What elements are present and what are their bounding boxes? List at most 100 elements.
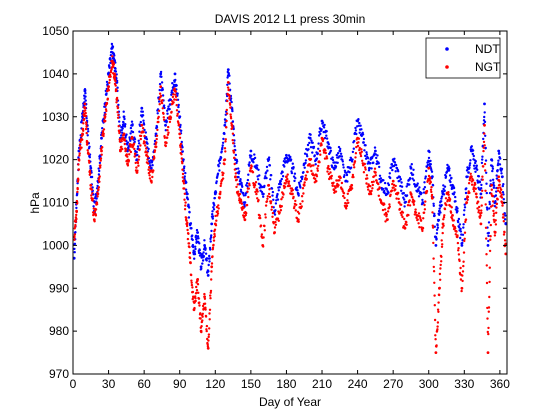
trace-point-ngt (300, 195, 304, 198)
trace-point-ndt (429, 163, 432, 166)
trace-point-ngt (450, 206, 453, 209)
trace-point-ngt (142, 130, 145, 134)
trace-point-ngt (208, 308, 212, 311)
data-point-ndt (89, 166, 93, 170)
trace-point-ngt (287, 182, 290, 185)
trace-point-ngt (410, 193, 413, 197)
trace-point-ngt (413, 213, 416, 216)
trace-point-ndt (113, 59, 116, 62)
trace-point-ngt (192, 296, 195, 299)
trace-point-ndt (483, 115, 486, 119)
trace-point-ndt (226, 83, 229, 87)
trace-point-ngt (292, 195, 295, 199)
trace-point-ndt (502, 183, 505, 186)
trace-point-ngt (102, 134, 105, 138)
trace-point-ndt (114, 67, 117, 70)
trace-point-ngt (183, 198, 186, 201)
trace-point-ngt (502, 213, 505, 216)
trace-point-ngt (500, 196, 504, 199)
trace-point-ngt (483, 162, 487, 166)
data-point-ngt (479, 222, 483, 226)
trace-point-ngt (439, 263, 442, 267)
trace-point-ngt (417, 212, 421, 215)
trace-point-ndt (160, 75, 163, 79)
trace-point-ndt (212, 208, 216, 211)
trace-point-ndt (342, 166, 345, 169)
trace-point-ngt (448, 198, 452, 201)
trace-point-ndt (464, 191, 468, 195)
trace-point-ngt (197, 297, 201, 300)
trace-point-ndt (502, 193, 505, 196)
trace-point-ndt (149, 164, 152, 167)
trace-point-ngt (233, 156, 236, 160)
trace-point-ngt (228, 95, 231, 98)
trace-point-ndt (90, 175, 94, 179)
trace-point-ndt (367, 160, 370, 163)
trace-point-ngt (151, 175, 154, 179)
trace-point-ngt (480, 211, 483, 215)
trace-point-ngt (99, 166, 102, 169)
trace-point-ngt (440, 245, 444, 248)
trace-point-ndt (364, 144, 367, 147)
trace-point-ngt (180, 157, 183, 160)
trace-point-ngt (133, 155, 136, 158)
trace-point-ndt (144, 131, 147, 134)
trace-point-ngt (444, 197, 448, 200)
trace-point-ndt (432, 202, 435, 205)
trace-point-ngt (108, 81, 111, 85)
trace-point-ndt (462, 213, 466, 216)
trace-point-ngt (329, 171, 332, 174)
trace-point-ngt (146, 155, 150, 158)
trace-point-ngt (219, 184, 222, 188)
trace-point-ndt (416, 182, 419, 185)
trace-point-ngt (367, 188, 370, 191)
trace-point-ngt (137, 158, 140, 161)
trace-point-ndt (212, 206, 215, 209)
trace-point-ndt (143, 128, 146, 132)
trace-point-ndt (193, 250, 196, 253)
trace-point-ndt (174, 78, 177, 82)
trace-point-ndt (129, 132, 132, 135)
trace-point-ndt (291, 162, 294, 165)
trace-point-ndt (118, 120, 121, 123)
trace-point-ndt (389, 166, 393, 169)
trace-point-ngt (76, 187, 79, 191)
trace-point-ngt (223, 162, 226, 166)
trace-point-ngt (175, 98, 178, 102)
trace-point-ndt (283, 165, 286, 168)
trace-point-ngt (123, 139, 127, 142)
trace-point-ngt (334, 190, 338, 193)
trace-point-ndt (449, 180, 452, 184)
trace-point-ndt (325, 137, 329, 140)
plot-area (73, 31, 507, 374)
trace-point-ngt (84, 106, 87, 110)
trace-point-ngt (114, 84, 117, 87)
data-point-ndt (368, 166, 371, 170)
trace-point-ndt (481, 158, 484, 161)
trace-point-ndt (320, 128, 323, 131)
trace-point-ndt (306, 155, 309, 158)
trace-point-ngt (411, 196, 414, 199)
trace-point-ndt (161, 88, 164, 92)
trace-point-ndt (411, 173, 415, 176)
trace-point-ngt (301, 187, 305, 190)
trace-point-ndt (269, 178, 272, 181)
trace-point-ngt (179, 142, 183, 146)
trace-point-ndt (387, 183, 391, 187)
trace-point-ngt (475, 196, 478, 199)
trace-point-ngt (143, 134, 146, 138)
trace-point-ngt (482, 149, 485, 153)
trace-point-ngt (245, 203, 249, 207)
data-point-ngt (122, 132, 126, 136)
trace-point-ngt (457, 253, 461, 256)
trace-point-ngt (197, 291, 200, 294)
trace-point-ndt (488, 200, 491, 204)
trace-point-ndt (161, 94, 165, 97)
trace-point-ngt (493, 220, 496, 224)
trace-point-ngt (84, 114, 88, 118)
trace-point-ndt (234, 153, 237, 157)
trace-point-ngt (135, 166, 138, 169)
trace-point-ndt (88, 156, 92, 159)
trace-point-ngt (412, 203, 416, 206)
trace-point-ngt (102, 128, 106, 131)
